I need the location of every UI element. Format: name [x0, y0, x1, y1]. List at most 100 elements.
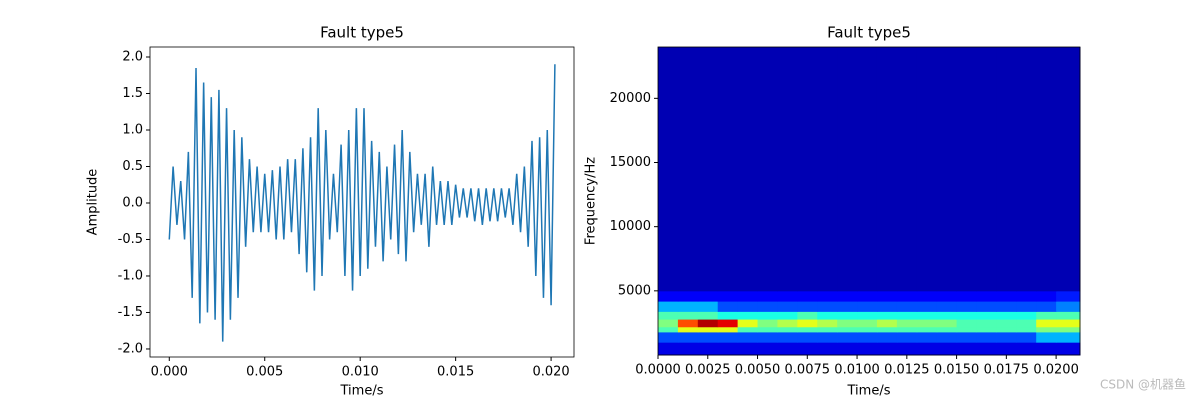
heatmap-cell — [857, 342, 878, 356]
x-tick-label: 0.0100 — [834, 363, 880, 378]
heatmap-cell — [777, 342, 798, 356]
heatmap-cell — [896, 311, 918, 320]
heatmap-cell — [697, 342, 719, 356]
heatmap-cell — [1056, 301, 1081, 312]
heatmap-cell — [677, 331, 699, 343]
heatmap-cell — [876, 319, 898, 328]
heatmap-cell — [697, 290, 719, 302]
heatmap-cell — [857, 326, 878, 333]
heatmap-cell — [817, 331, 838, 343]
y-axis-label: Frequency/Hz — [584, 157, 599, 245]
heatmap-cell — [876, 290, 898, 302]
heatmap-cell — [1056, 342, 1081, 356]
heatmap-cell — [797, 301, 818, 312]
heatmap-cell — [936, 311, 958, 320]
y-tick-label: 20000 — [610, 91, 651, 106]
heatmap-cell — [797, 47, 818, 292]
heatmap-cell — [936, 331, 958, 343]
heatmap-cell — [658, 47, 679, 292]
heatmap-cell — [717, 326, 739, 333]
x-tick-label: 0.0050 — [735, 363, 781, 378]
heatmap-cell — [777, 319, 798, 328]
heatmap-cell — [737, 290, 759, 302]
heatmap-cell — [976, 290, 997, 302]
heatmap-cell — [876, 342, 898, 356]
heatmap-cell — [956, 342, 977, 356]
heatmap-cell — [1036, 331, 1057, 343]
heatmap-cell — [777, 331, 798, 343]
heatmap-cell — [658, 301, 679, 312]
heatmap-cell — [996, 331, 1017, 343]
heatmap-cell — [916, 331, 938, 343]
heatmap-cell — [658, 331, 679, 343]
heatmap-cell — [797, 326, 818, 333]
heatmap-cell — [658, 319, 679, 328]
y-tick-label: 5000 — [618, 283, 651, 298]
heatmap-cell — [1016, 326, 1037, 333]
heatmap-cell — [916, 342, 938, 356]
heatmap-cell — [757, 301, 778, 312]
x-tick-label: 0.000 — [151, 365, 188, 380]
watermark: CSDN @机器鱼 — [1100, 378, 1186, 392]
heatmap-cell — [817, 326, 838, 333]
heatmap-cell — [817, 319, 838, 328]
heatmap-cell — [717, 47, 739, 292]
heatmap-cell — [936, 47, 958, 292]
heatmap-cell — [936, 290, 958, 302]
heatmap-cell — [976, 326, 997, 333]
heatmap-cell — [1036, 301, 1057, 312]
heatmap-cell — [797, 311, 818, 320]
heatmap-cell — [817, 342, 838, 356]
heatmap-cell — [896, 47, 918, 292]
heatmap-cell — [996, 342, 1017, 356]
heatmap-cell — [956, 319, 977, 328]
x-tick-label: 0.0075 — [785, 363, 831, 378]
x-tick-label: 0.005 — [246, 365, 283, 380]
y-tick-label: 2.0 — [122, 50, 143, 65]
heatmap-cell — [1056, 319, 1081, 328]
y-tick-label: -0.5 — [118, 232, 143, 247]
heatmap-cell — [956, 301, 977, 312]
heatmap-cell — [757, 311, 778, 320]
heatmap-cell — [737, 331, 759, 343]
heatmap-cell — [896, 331, 918, 343]
axes-frame — [657, 46, 1081, 356]
y-tick-label: 0.5 — [122, 159, 143, 174]
heatmap-cell — [797, 290, 818, 302]
heatmap-cell — [837, 319, 858, 328]
heatmap-cell — [1036, 290, 1057, 302]
heatmap-cell — [1036, 311, 1057, 320]
heatmap-cell — [916, 326, 938, 333]
heatmap-cell — [697, 331, 719, 343]
heatmap-cell — [757, 342, 778, 356]
y-axis-label: Amplitude — [86, 169, 101, 236]
heatmap-cell — [857, 47, 878, 292]
heatmap-cell — [697, 311, 719, 320]
heatmap-cell — [737, 301, 759, 312]
heatmap-cell — [1016, 331, 1037, 343]
heatmap-cell — [777, 326, 798, 333]
heatmap-cell — [956, 326, 977, 333]
heatmap-cell — [697, 47, 719, 292]
heatmap-cell — [1016, 319, 1037, 328]
heatmap-cell — [777, 311, 798, 320]
heatmap-cell — [876, 311, 898, 320]
heatmap-cell — [717, 311, 739, 320]
heatmap-cell — [896, 319, 918, 328]
heatmap-cell — [1056, 331, 1081, 343]
heatmap-cell — [837, 311, 858, 320]
heatmap-cell — [1016, 290, 1037, 302]
heatmap-cell — [837, 342, 858, 356]
heatmap-cell — [876, 331, 898, 343]
heatmap-cell — [996, 319, 1017, 328]
heatmap-cell — [737, 326, 759, 333]
heatmap-cell — [757, 290, 778, 302]
x-tick-label: 0.0150 — [934, 363, 980, 378]
heatmap-cell — [1056, 290, 1081, 302]
y-tick-label: 0.0 — [122, 195, 143, 210]
heatmap-cell — [677, 342, 699, 356]
heatmap-cell — [916, 301, 938, 312]
heatmap-cell — [797, 342, 818, 356]
heatmap-cell — [1036, 342, 1057, 356]
